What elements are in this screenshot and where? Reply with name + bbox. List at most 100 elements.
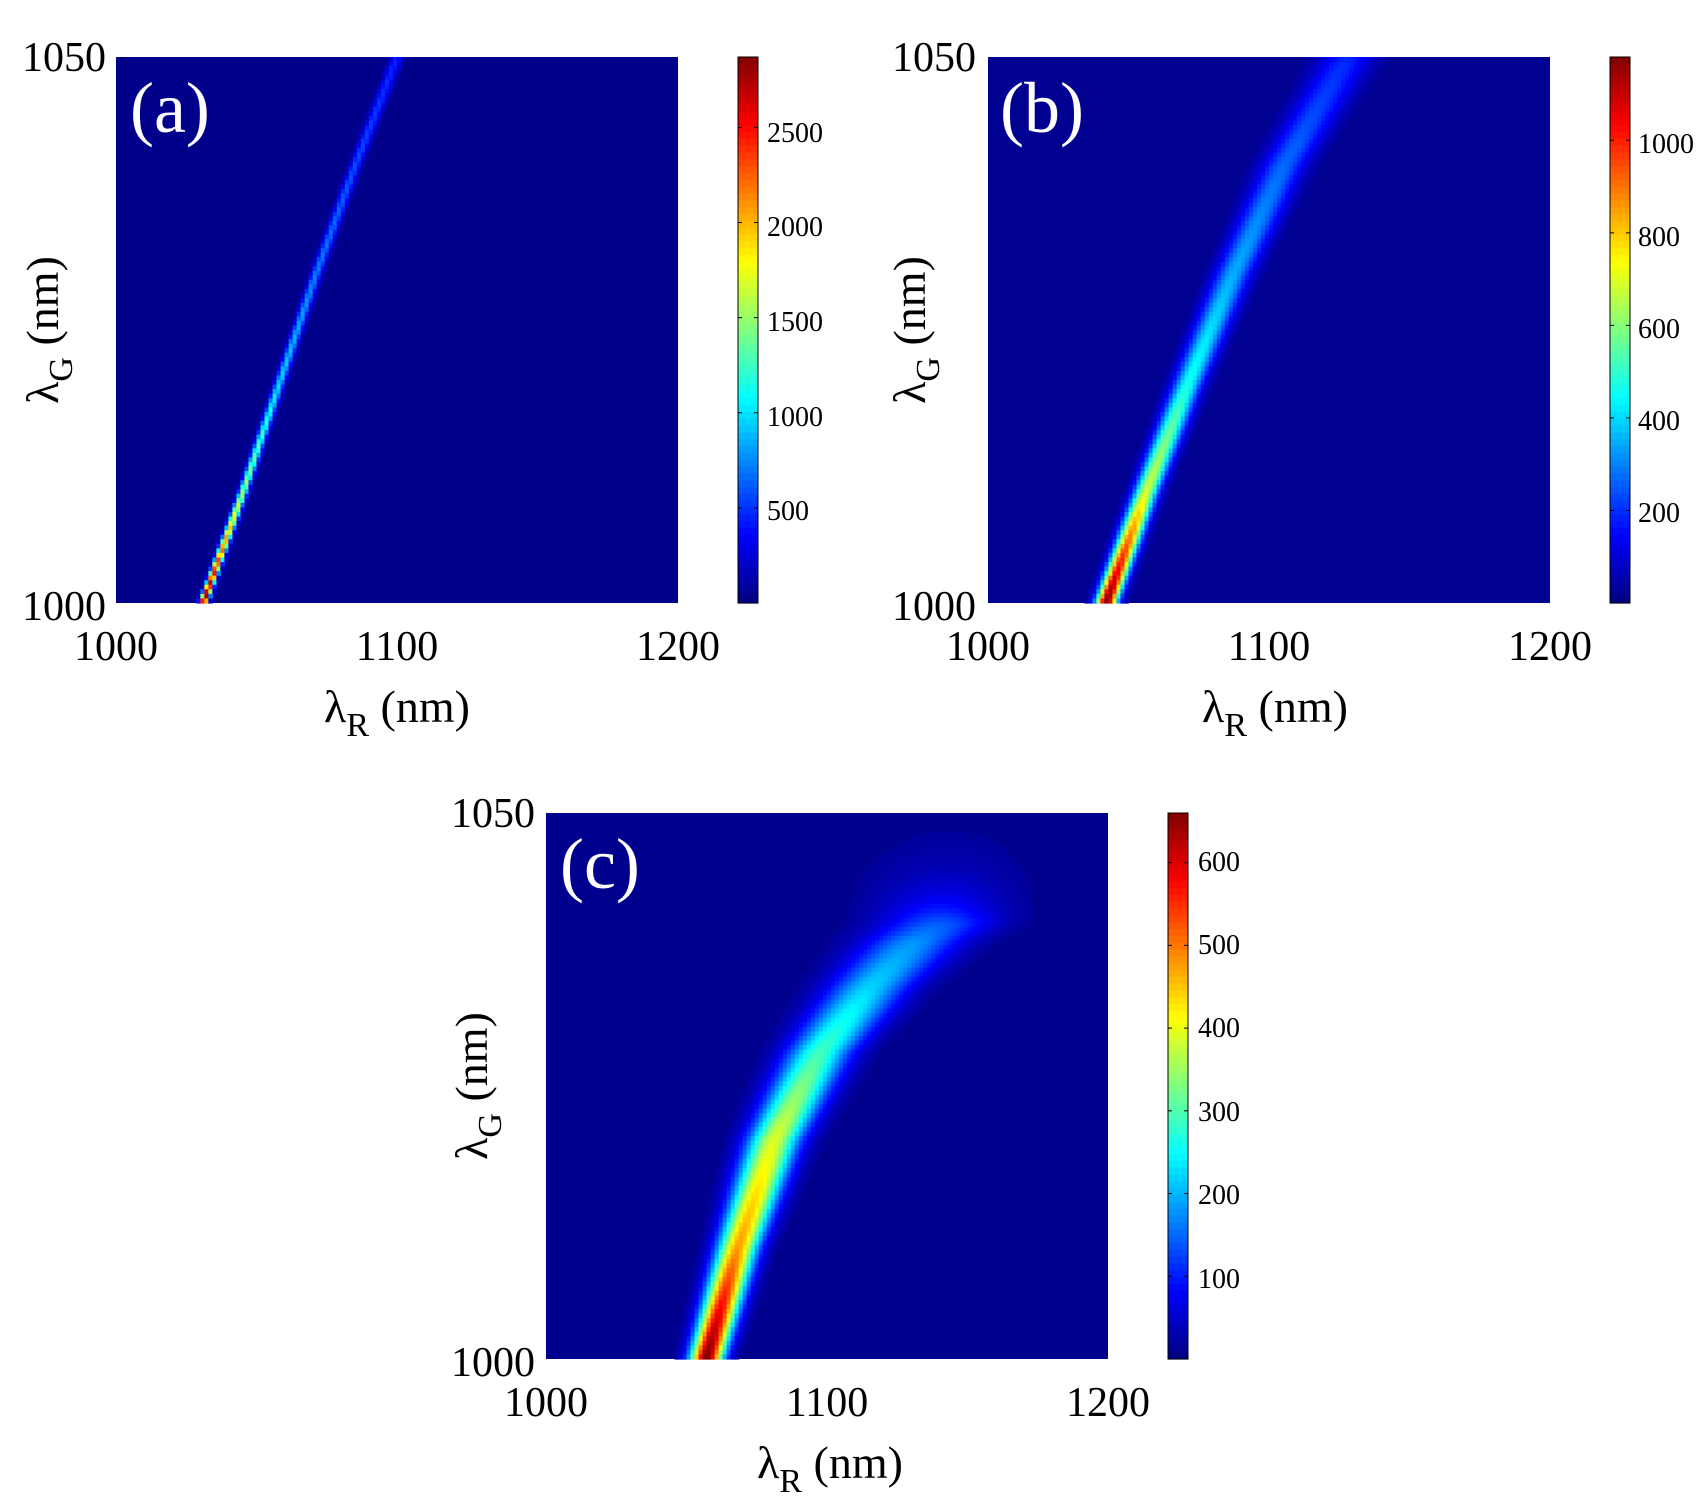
- heatmap-cell: [847, 1067, 852, 1073]
- heatmap-cell: [1256, 270, 1262, 276]
- heatmap-cell: [814, 1004, 820, 1010]
- heatmap-cell: [794, 1081, 800, 1087]
- heatmap-cell: [903, 926, 908, 932]
- heatmap-cell: [959, 958, 965, 964]
- heatmap-cell: [1252, 239, 1258, 245]
- heatmap-cell: [1108, 530, 1114, 536]
- heatmap-cell: [843, 1090, 848, 1096]
- heatmap-cell: [1309, 111, 1314, 117]
- heatmap-cell: [959, 940, 965, 946]
- heatmap-cell: [1269, 198, 1274, 204]
- heatmap-cell: [1112, 521, 1118, 527]
- heatmap-cell: [750, 1104, 756, 1110]
- heatmap-cell: [1240, 188, 1246, 195]
- heatmap-cell: [843, 940, 848, 946]
- heatmap-cell: [1293, 84, 1298, 90]
- heatmap-cell: [855, 1017, 860, 1023]
- heatmap-cell: [1361, 61, 1366, 67]
- heatmap-cell: [1180, 384, 1186, 390]
- heatmap-cell: [963, 840, 969, 846]
- heatmap-cell: [1192, 411, 1198, 418]
- heatmap-cell: [208, 571, 213, 577]
- heatmap-cell: [1128, 552, 1134, 559]
- colorbar-tick-label: 2500: [767, 118, 823, 149]
- colorbar-segment: [738, 261, 758, 270]
- heatmap-cell: [754, 1081, 760, 1087]
- heatmap-cell: [272, 375, 278, 381]
- heatmap-cell: [947, 940, 953, 946]
- heatmap-cell: [939, 867, 945, 873]
- heatmap-cell: [927, 972, 932, 978]
- heatmap-cell: [738, 1117, 744, 1123]
- heatmap-cell: [951, 958, 957, 964]
- heatmap-cell: [1317, 107, 1322, 113]
- heatmap-cell: [851, 935, 856, 941]
- heatmap-cell: [935, 904, 940, 910]
- heatmap-cell: [1309, 102, 1314, 108]
- heatmap-cell: [1256, 220, 1262, 226]
- heatmap-cell: [1224, 352, 1230, 358]
- heatmap-cell: [778, 1136, 784, 1142]
- heatmap-cell: [758, 1058, 764, 1064]
- heatmap-cell: [1224, 220, 1230, 226]
- heatmap-cell: [1228, 279, 1234, 286]
- heatmap-cell: [1281, 198, 1286, 204]
- heatmap-cell: [794, 1158, 800, 1164]
- heatmap-cell: [1200, 307, 1206, 313]
- heatmap-cell: [1152, 439, 1158, 445]
- heatmap-cell: [1361, 79, 1366, 85]
- heatmap-cell: [1273, 138, 1278, 145]
- heatmap-cell: [1220, 257, 1226, 263]
- heatmap-cell: [1027, 899, 1033, 905]
- heatmap-cell: [810, 1095, 816, 1101]
- heatmap-cell: [790, 1049, 796, 1055]
- colorbar-segment: [1610, 91, 1630, 99]
- heatmap-cell: [1301, 166, 1306, 172]
- heatmap-cell: [1281, 157, 1286, 163]
- heatmap-cell: [931, 876, 936, 882]
- heatmap-cell: [951, 904, 957, 910]
- heatmap-cell: [272, 398, 278, 404]
- heatmap-cell: [1325, 111, 1330, 117]
- heatmap-cell: [1148, 430, 1154, 436]
- heatmap-cell: [1019, 876, 1025, 882]
- heatmap-cell: [1156, 507, 1162, 513]
- heatmap-cell: [987, 908, 993, 914]
- heatmap-cell: [987, 867, 993, 873]
- heatmap-cell: [336, 188, 342, 195]
- heatmap-cell: [1180, 357, 1186, 363]
- heatmap-cell: [943, 944, 949, 951]
- heatmap-cell: [794, 1022, 800, 1028]
- heatmap-cell: [1204, 343, 1210, 349]
- heatmap-cell: [1172, 448, 1178, 454]
- heatmap-cell: [802, 1040, 808, 1046]
- heatmap-cell: [835, 1104, 840, 1110]
- heatmap-cell: [827, 944, 832, 951]
- heatmap-cell: [991, 935, 997, 941]
- heatmap-cell: [778, 1058, 784, 1064]
- heatmap-cell: [1184, 402, 1190, 408]
- heatmap-cell: [1132, 466, 1138, 472]
- heatmap-cell: [895, 1008, 900, 1014]
- heatmap-cell: [814, 958, 820, 964]
- heatmap-cell: [1152, 480, 1158, 486]
- heatmap-cell: [979, 890, 985, 896]
- heatmap-cell: [1305, 93, 1310, 99]
- heatmap-cell: [1224, 279, 1230, 286]
- heatmap-cell: [1212, 302, 1218, 308]
- heatmap-cell: [967, 844, 973, 850]
- heatmap-cell: [1373, 75, 1378, 81]
- heatmap-cell: [1208, 343, 1214, 349]
- heatmap-cell: [818, 1076, 824, 1083]
- heatmap-cell: [778, 1117, 784, 1123]
- heatmap-cell: [1136, 552, 1142, 559]
- heatmap-a: [116, 57, 678, 604]
- heatmap-cell: [827, 990, 832, 996]
- heatmap-cell: [879, 935, 884, 941]
- heatmap-cell: [798, 999, 804, 1005]
- heatmap-cell: [887, 858, 892, 864]
- heatmap-cell: [847, 958, 852, 964]
- heatmap-cell: [887, 958, 892, 964]
- heatmap-cell: [388, 61, 394, 67]
- heatmap-cell: [887, 908, 892, 914]
